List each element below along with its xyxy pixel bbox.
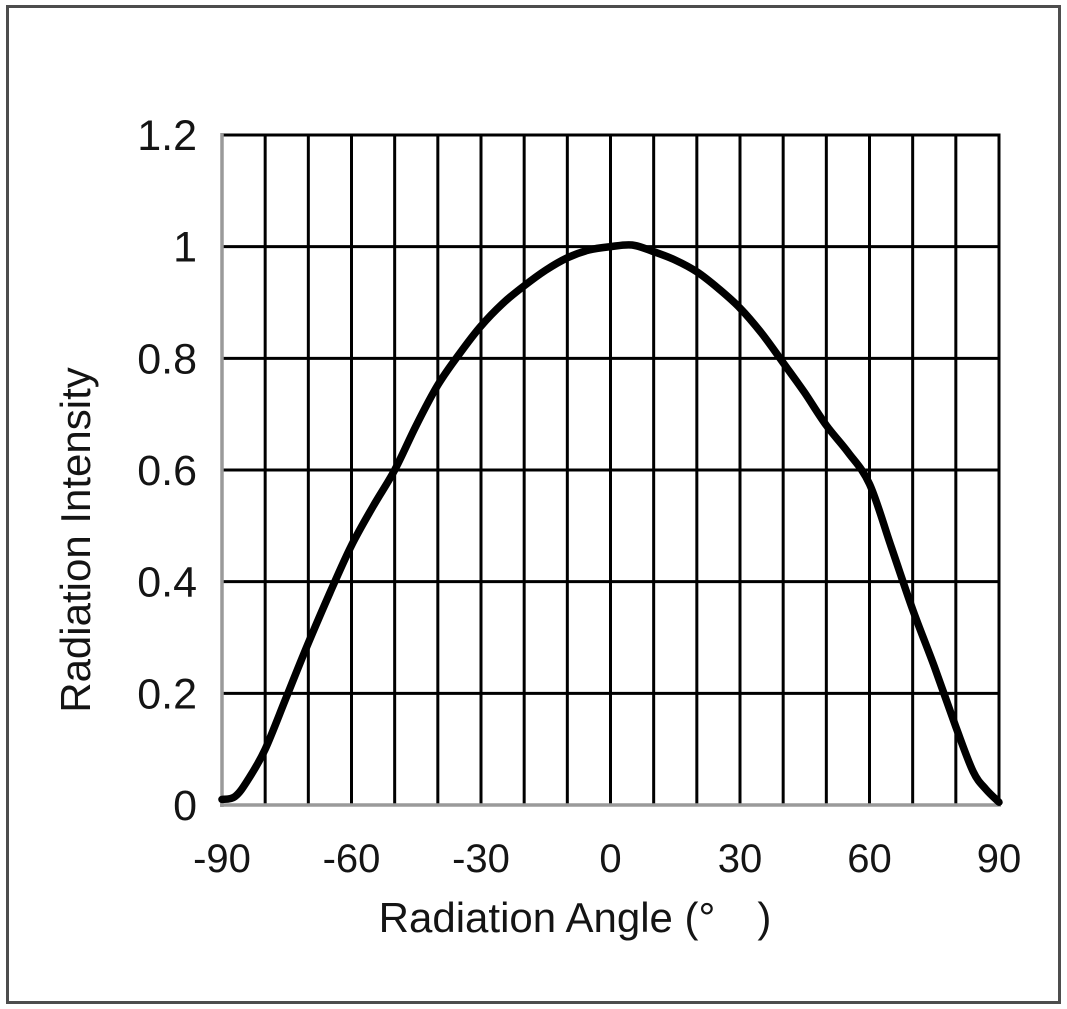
y-tick-label: 0.8 bbox=[137, 335, 197, 383]
x-tick-label: -90 bbox=[193, 837, 251, 881]
radiation-intensity-pattern-curve bbox=[218, 241, 1003, 806]
x-tick-label: 90 bbox=[977, 837, 1022, 881]
tick-layer: -90 -60 -30 0 30 60 90 0 0.2 0.4 0.6 0.8 1 1.2 bbox=[137, 112, 1021, 881]
x-axis-title: Radiation Angle (° ) bbox=[379, 894, 772, 941]
grid-layer bbox=[222, 133, 1001, 805]
x-tick-label: -60 bbox=[323, 837, 381, 881]
y-tick-label: 0.2 bbox=[137, 670, 197, 718]
y-axis-title: Radiation Intensity bbox=[52, 367, 99, 713]
axis-layer bbox=[220, 133, 1001, 807]
x-tick-label: 30 bbox=[718, 837, 763, 881]
x-tick-label: 60 bbox=[847, 837, 892, 881]
y-tick-label: 0.6 bbox=[137, 447, 197, 495]
x-tick-label: -30 bbox=[452, 837, 510, 881]
series-layer bbox=[218, 241, 1003, 806]
y-tick-label: 1.2 bbox=[137, 112, 197, 160]
y-tick-label: 0 bbox=[173, 782, 197, 830]
x-tick-label: 0 bbox=[599, 837, 621, 881]
y-tick-label: 0.4 bbox=[137, 559, 197, 607]
y-tick-label: 1 bbox=[173, 224, 197, 272]
